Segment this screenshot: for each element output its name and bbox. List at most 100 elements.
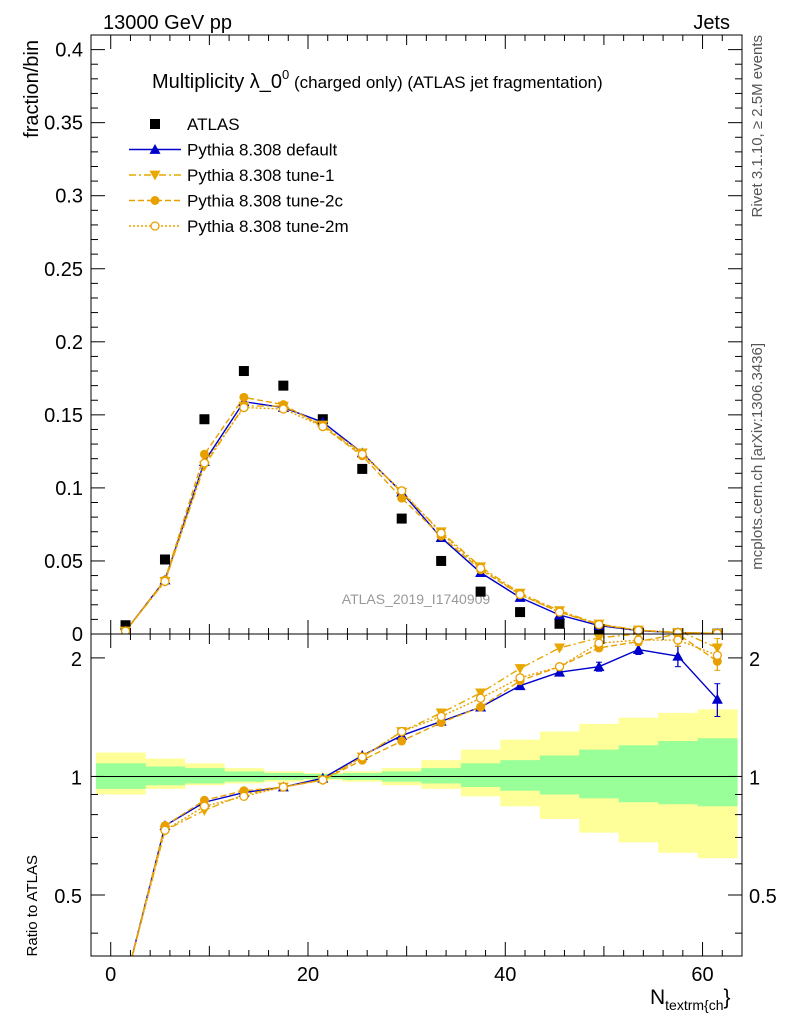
ratio-point xyxy=(673,635,683,645)
data-point xyxy=(554,618,565,629)
ratio-point xyxy=(120,977,131,987)
series-line xyxy=(124,406,718,634)
ratio-point xyxy=(633,635,644,645)
header-left: 13000 GeV pp xyxy=(103,12,232,34)
y-tick-label: 0.3 xyxy=(55,186,83,208)
uncertainty-band-inner xyxy=(460,763,501,788)
ratio-point xyxy=(475,693,486,703)
side-label-rivet: Rivet 3.1.10, ≥ 2.5M events xyxy=(749,35,766,218)
ratio-point xyxy=(514,664,526,674)
x-tick-label: 0 xyxy=(105,964,116,986)
ratio-point xyxy=(672,650,684,661)
ratio-data-area xyxy=(91,634,742,988)
ratio-point xyxy=(632,644,644,654)
data-point xyxy=(673,627,683,634)
ratio-point xyxy=(120,978,131,988)
x-axis-label: Ntextrm{ch} xyxy=(650,986,731,1013)
chart-title-sup: 0 xyxy=(282,67,289,82)
y-tick-label: 0 xyxy=(72,624,83,646)
data-point xyxy=(436,528,446,538)
x-tick-label: 40 xyxy=(494,964,516,986)
uncertainty-band-inner xyxy=(421,768,462,784)
ratio-series-line xyxy=(131,634,718,956)
ratio-y-tick-label-right: 2 xyxy=(749,649,760,671)
legend-label: ATLAS xyxy=(187,115,240,134)
ratio-point xyxy=(160,825,170,835)
y-tick-label: 0.05 xyxy=(44,551,83,573)
x-axis-label-sub: textrm{ch xyxy=(665,997,723,1013)
ratio-y-tick-label-right: 1 xyxy=(749,767,760,789)
uncertainty-band-inner xyxy=(579,749,620,799)
chart-title-main: Multiplicity λ_0 xyxy=(152,71,282,93)
uncertainty-band-inner xyxy=(658,741,699,805)
y-tick-label: 0.2 xyxy=(55,332,83,354)
data-point xyxy=(633,625,644,634)
main-data-area xyxy=(120,366,723,634)
main-plot-panel: 0 0.05 0.1 0.15 0.2 0.25 0.3 0.35 0.4 xyxy=(44,34,743,646)
data-point xyxy=(712,628,722,634)
ratio-point xyxy=(475,688,487,699)
data-point xyxy=(357,449,367,459)
legend-marker xyxy=(150,119,160,129)
ratio-point xyxy=(554,643,566,654)
ratio-frame xyxy=(90,633,743,957)
ratio-series-line xyxy=(131,634,718,956)
legend-marker xyxy=(150,196,160,205)
uncertainty-band-inner xyxy=(500,760,541,791)
analysis-watermark: ATLAS_2019_I1740909 xyxy=(342,591,491,607)
uncertainty-band-inner xyxy=(539,755,580,795)
header-right: Jets xyxy=(693,12,730,34)
data-point xyxy=(199,414,210,425)
data-point xyxy=(159,554,170,565)
ratio-point xyxy=(278,782,288,792)
ratio-point xyxy=(318,775,328,785)
y-tick-label: 0.25 xyxy=(44,259,83,281)
ratio-point xyxy=(593,661,605,672)
data-point xyxy=(160,576,170,587)
ratio-point xyxy=(357,752,367,762)
data-point xyxy=(396,513,407,524)
legend: ATLAS Pythia 8.308 default Pythia 8.308 tu… xyxy=(129,115,349,236)
legend-marker xyxy=(150,221,160,231)
data-point xyxy=(199,449,209,459)
data-point xyxy=(515,589,525,600)
legend-label: Pythia 8.308 tune-2m xyxy=(187,217,349,236)
ratio-point xyxy=(436,711,446,722)
data-point xyxy=(199,458,210,468)
ratio-y-tick-label-left: 0.5 xyxy=(54,886,82,908)
legend-marker xyxy=(149,170,161,181)
ratio-point xyxy=(554,662,565,672)
y-tick-label: 0.1 xyxy=(55,478,83,500)
y-tick-label: 0.15 xyxy=(44,405,83,427)
data-point xyxy=(475,586,486,597)
data-point xyxy=(278,404,288,414)
ratio-point xyxy=(594,638,604,648)
y-tick-label: 0.35 xyxy=(44,113,83,135)
ratio-point xyxy=(712,650,722,661)
data-point xyxy=(594,619,604,630)
x-axis-label-tail: } xyxy=(724,986,731,1009)
legend-label: Pythia 8.308 tune-2c xyxy=(187,192,343,211)
data-point xyxy=(436,555,447,566)
data-point xyxy=(515,607,526,618)
data-point xyxy=(397,493,407,503)
x-tick-label: 60 xyxy=(691,964,713,986)
ratio-series-line xyxy=(131,648,718,956)
data-point xyxy=(239,402,249,413)
series-line xyxy=(124,396,718,634)
ratio-point xyxy=(554,666,566,677)
uncertainty-band-inner xyxy=(697,738,738,807)
data-point xyxy=(120,620,131,631)
data-point xyxy=(318,421,328,432)
data-point xyxy=(120,626,131,634)
ratio-point xyxy=(122,978,130,986)
ratio-point xyxy=(239,791,249,802)
legend-marker xyxy=(149,144,161,154)
ratio-point xyxy=(199,801,210,811)
data-point xyxy=(554,607,565,617)
ratio-y-tick-label-right: 0.5 xyxy=(749,886,777,908)
ratio-y-tick-label-left: 2 xyxy=(71,649,82,671)
data-point xyxy=(397,486,407,496)
ratio-point xyxy=(397,726,407,737)
ratio-point xyxy=(711,693,723,704)
